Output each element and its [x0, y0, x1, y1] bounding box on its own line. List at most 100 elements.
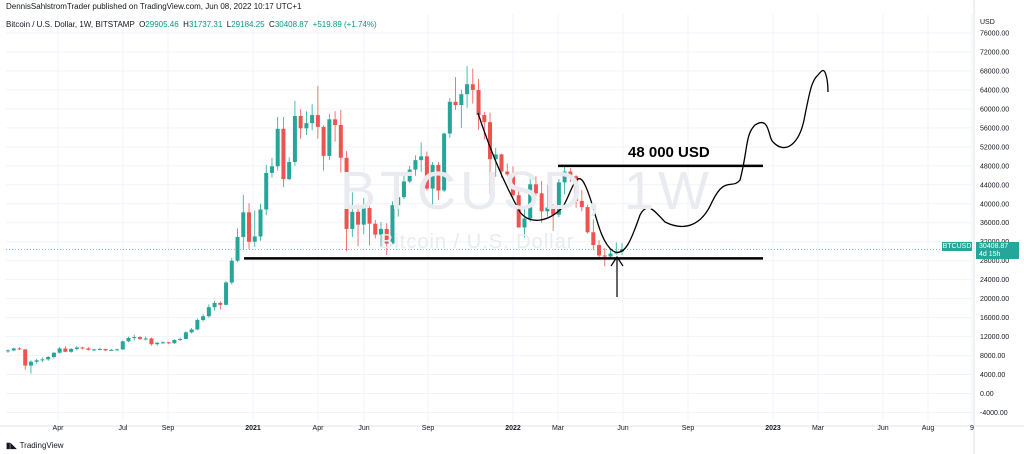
candle-body	[396, 197, 401, 206]
tradingview-logo-icon: ▮◣	[6, 441, 17, 450]
candle-body	[390, 205, 395, 244]
candle-body	[591, 232, 596, 246]
candle-body	[155, 342, 160, 345]
candle-body	[143, 338, 148, 340]
candle-body	[241, 212, 246, 237]
y-tick-label: 48000.00	[980, 163, 1009, 170]
candle-body	[287, 162, 292, 180]
candle-body	[361, 208, 366, 225]
candle-body	[401, 181, 406, 198]
candle-body	[137, 337, 142, 339]
candle-body	[453, 101, 458, 106]
candle-body	[178, 338, 183, 340]
candle-body	[465, 84, 470, 95]
x-tick-label: Apr	[53, 425, 65, 432]
candle-body	[419, 156, 424, 161]
y-tick-label: 44000.00	[980, 182, 1009, 189]
candle-body	[229, 260, 234, 283]
close-value: 30408.87	[274, 20, 309, 29]
x-tick-label: 9	[970, 425, 974, 432]
symbol-legend[interactable]: Bitcoin / U.S. Dollar, 1W, BITSTAMP O299…	[6, 20, 377, 29]
currency-label: USD	[980, 19, 995, 26]
y-tick-label: -4000.00	[980, 410, 1008, 417]
candle-body	[539, 193, 544, 212]
y-tick-label: 72000.00	[980, 49, 1009, 56]
candle-body	[69, 348, 74, 352]
y-tick-label: 16000.00	[980, 315, 1009, 322]
target-price-annotation[interactable]: 48 000 USD	[628, 144, 710, 161]
candle-body	[5, 350, 11, 352]
candle-body	[505, 171, 510, 175]
candle-body	[132, 337, 137, 339]
y-tick-label: 64000.00	[980, 87, 1009, 94]
x-tick-label: Jun	[358, 425, 369, 432]
candle-body	[160, 342, 165, 344]
low-value: 29184.25	[231, 20, 265, 29]
close-label: C	[269, 20, 275, 29]
grid	[6, 14, 973, 422]
open-label: O	[139, 20, 146, 29]
candle-body	[109, 349, 114, 351]
candle-body	[562, 171, 567, 183]
candle-body	[350, 211, 355, 229]
candle-body	[11, 348, 16, 351]
candle-body	[201, 316, 206, 320]
candle-body	[327, 119, 332, 156]
tradingview-logo[interactable]: ▮◣ TradingView	[6, 441, 64, 450]
publish-info: DennisSahlstromTrader published on Tradi…	[6, 2, 302, 11]
candle-body	[482, 115, 487, 123]
candle-body	[23, 349, 28, 366]
candle-body	[17, 348, 22, 350]
candle-body	[344, 157, 349, 229]
x-tick-label: Mar	[552, 425, 565, 432]
candle-body	[499, 154, 504, 172]
candle-body	[602, 255, 607, 257]
candle-body	[556, 182, 561, 215]
candle-body	[447, 101, 452, 134]
y-tick-label: 40000.00	[980, 201, 1009, 208]
candle-body	[597, 245, 602, 256]
candle-body	[166, 342, 171, 344]
candles	[5, 66, 625, 374]
bar-countdown: 4d 15h	[976, 251, 1019, 259]
x-tick-label: Jun	[617, 425, 628, 432]
candle-body	[57, 348, 62, 353]
y-tick-label: 8000.00	[980, 353, 1005, 360]
drawings	[6, 69, 972, 297]
x-tick-label: Jun	[877, 425, 888, 432]
candle-body	[356, 211, 361, 225]
open-value: 29905.46	[145, 20, 179, 29]
y-tick-label: 52000.00	[980, 144, 1009, 151]
candle-body	[310, 115, 315, 124]
candle-body	[269, 166, 274, 173]
candle-body	[298, 116, 303, 129]
candle-body	[321, 126, 326, 156]
candle-body	[281, 128, 286, 180]
candle-body	[384, 228, 389, 244]
candle-body	[126, 338, 131, 342]
candle-body	[115, 349, 120, 351]
candle-body	[574, 176, 579, 201]
candle-body	[545, 207, 550, 212]
arrow-head	[610, 255, 624, 267]
candle-body	[92, 349, 97, 351]
x-tick-label: Apr	[313, 425, 325, 432]
candle-body	[430, 164, 435, 189]
watermark-name: Bitcoin / U.S. Dollar	[380, 231, 575, 253]
y-tick-label: 68000.00	[980, 68, 1009, 75]
candle-body	[551, 207, 556, 215]
y-tick-label: 12000.00	[980, 334, 1009, 341]
candle-body	[608, 253, 613, 257]
candle-body	[86, 348, 91, 350]
candle-body	[470, 84, 475, 90]
candle-body	[103, 348, 108, 351]
projection-curve	[477, 69, 829, 254]
candle-body	[528, 184, 533, 219]
y-tick-label: 0.00	[980, 391, 994, 398]
candle-body	[74, 347, 79, 349]
candle-body	[533, 184, 538, 194]
x-tick-label: Sep	[422, 425, 435, 432]
x-tick-label: 2022	[505, 425, 521, 432]
